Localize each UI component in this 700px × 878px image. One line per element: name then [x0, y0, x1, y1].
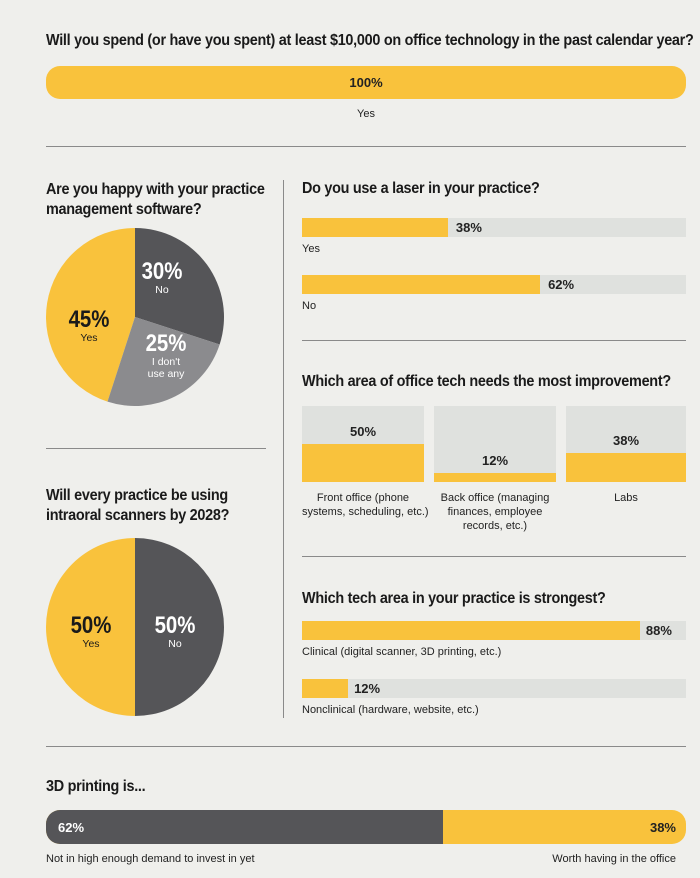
q3-value-yes: 38%: [455, 220, 482, 235]
q1-title: Will you spend (or have you spent) at le…: [46, 32, 694, 49]
divider: [46, 448, 266, 449]
q4-label-back-office-line3: records, etc.): [462, 520, 528, 532]
q1-bar: [46, 66, 686, 99]
q4-column-value: 50%: [349, 424, 377, 439]
pie-slice-yes: [46, 538, 135, 716]
q3-label-no: No: [302, 300, 317, 312]
q2-dontuse-label: 25% I don't use any: [131, 330, 201, 380]
q6-value-nonclinical: 12%: [354, 681, 381, 696]
q2-pie-chart: [46, 228, 224, 406]
q6-bar-clinical: [302, 621, 640, 640]
divider: [302, 340, 686, 341]
q5-title-line1: Will every practice be using: [46, 487, 228, 504]
q4-label-labs: Labs: [566, 491, 686, 505]
q4-label-front-office: Front office (phone systems, scheduling,…: [302, 491, 429, 519]
q7-title: 3D printing is...: [46, 778, 146, 795]
q5-yes-pct: 50%: [70, 612, 112, 639]
q1-category: Yes: [357, 108, 375, 120]
q2-dontuse-text1: I don't: [151, 356, 181, 368]
q7-value-worth: 38%: [649, 820, 676, 835]
q4-label-labs-line1: Labs: [614, 492, 638, 504]
q4-column: [566, 453, 686, 482]
divider: [46, 746, 686, 747]
q7-label-worth: Worth having in the office: [552, 853, 676, 865]
q6-bar-nonclinical: [302, 679, 349, 698]
q7-label-not-demand: Not in high enough demand to invest in y…: [46, 853, 255, 865]
q5-no-label: 50% No: [140, 612, 210, 650]
q4-label-back-office-line2: finances, employee: [447, 506, 543, 518]
q2-no-text: No: [155, 284, 169, 296]
q4-column: [302, 444, 424, 482]
q2-title-line2: management software?: [46, 201, 202, 218]
q3-bar-no: [302, 275, 541, 294]
q2-dontuse-pct: 25%: [145, 330, 187, 357]
pie-slice-no: [135, 538, 224, 716]
q7-bar: [46, 810, 686, 844]
q4-column-track: [434, 406, 556, 482]
column-divider: [283, 180, 284, 718]
q5-no-pct: 50%: [154, 612, 196, 639]
q4-label-front-office-line1: Front office (phone: [316, 492, 410, 504]
q6-title: Which tech area in your practice is stro…: [302, 590, 606, 607]
q3-label-yes: Yes: [302, 243, 320, 255]
q5-title: Will every practice be using intraoral s…: [46, 486, 229, 526]
q7-segment-not-demand: [46, 810, 443, 844]
q2-dontuse-text2: use any: [147, 368, 185, 380]
q5-yes-label: 50% Yes: [56, 612, 126, 650]
q5-yes-text: Yes: [82, 638, 100, 650]
q7-value-not-demand: 62%: [58, 820, 85, 835]
q4-column-value: 12%: [481, 452, 509, 468]
q4-column: [434, 472, 556, 482]
q3-value-no: 62%: [548, 277, 575, 292]
q6-bar-nonclinical-track: [302, 679, 686, 698]
q2-yes-label: 45% Yes: [54, 306, 124, 344]
pie-slice-dont-use: [107, 317, 220, 406]
q6-label-nonclinical: Nonclinical (hardware, website, etc.): [302, 704, 479, 716]
q2-yes-text: Yes: [80, 332, 98, 344]
q5-title-line2: intraoral scanners by 2028?: [46, 507, 230, 524]
q6-label-clinical: Clinical (digital scanner, 3D printing, …: [302, 646, 502, 658]
q4-column-value: 38%: [612, 433, 640, 449]
q5-pie-chart: [46, 538, 224, 716]
q4-label-front-office-line2: systems, scheduling, etc.): [302, 506, 429, 518]
pie-slice-no: [135, 228, 224, 345]
q2-title: Are you happy with your practice managem…: [46, 180, 265, 220]
q3-bar-yes: [302, 218, 448, 237]
q2-no-pct: 30%: [141, 258, 183, 285]
divider: [302, 556, 686, 557]
q3-title: Do you use a laser in your practice?: [302, 180, 540, 197]
q5-no-text: No: [168, 638, 182, 650]
q4-label-back-office: Back office (managing finances, employee…: [434, 491, 556, 533]
q2-title-line1: Are you happy with your practice: [46, 181, 265, 198]
q2-yes-pct: 45%: [68, 306, 110, 333]
divider: [46, 146, 686, 147]
q4-title: Which area of office tech needs the most…: [302, 373, 671, 390]
q1-value: 100%: [349, 75, 383, 90]
q6-value-clinical: 88%: [645, 623, 672, 638]
pie-slice-yes: [46, 228, 135, 402]
q2-no-label: 30% No: [127, 258, 197, 296]
q4-label-back-office-line1: Back office (managing: [440, 492, 550, 504]
